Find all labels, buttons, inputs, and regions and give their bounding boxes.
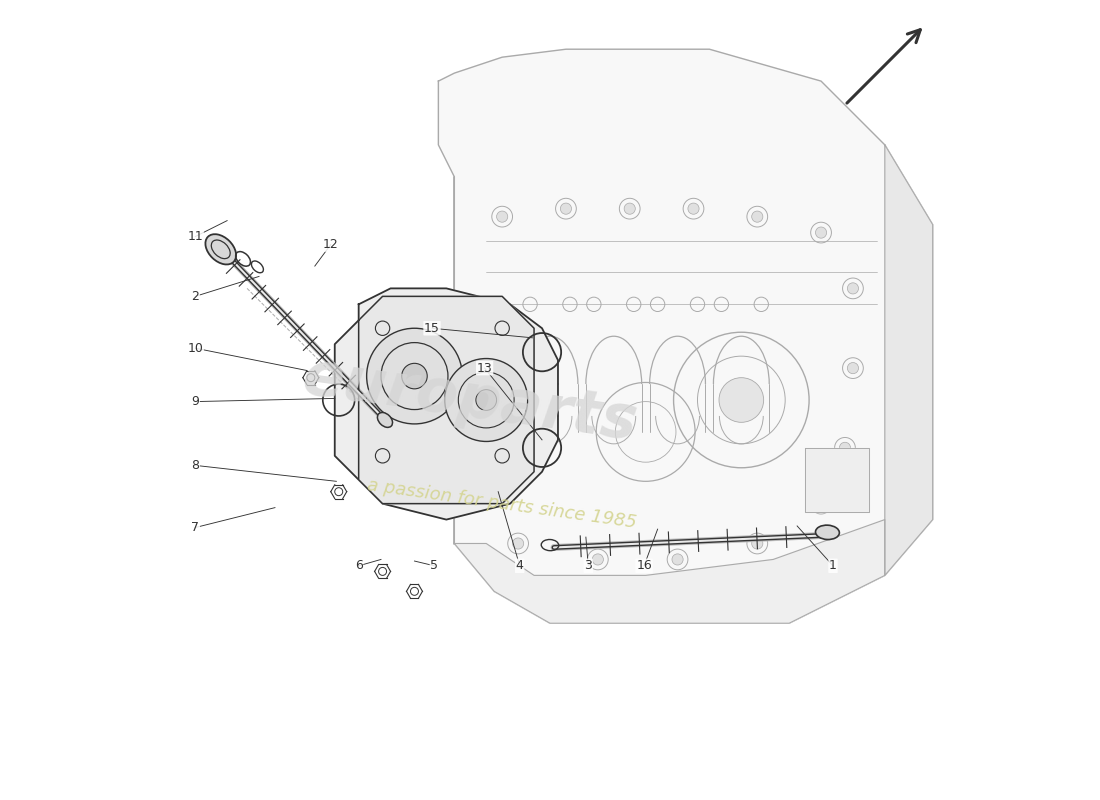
Text: 13: 13 [476, 362, 493, 374]
Text: 4: 4 [516, 559, 524, 572]
Circle shape [366, 328, 462, 424]
Text: 16: 16 [636, 559, 652, 572]
Polygon shape [334, 288, 558, 519]
Circle shape [513, 538, 524, 549]
Circle shape [402, 363, 427, 389]
Text: europarts: europarts [299, 347, 641, 453]
Circle shape [496, 211, 508, 222]
Circle shape [672, 554, 683, 565]
Circle shape [560, 203, 572, 214]
Text: 3: 3 [584, 559, 592, 572]
Text: 15: 15 [425, 322, 440, 334]
Circle shape [847, 362, 858, 374]
Text: 2: 2 [191, 290, 199, 303]
Text: 5: 5 [430, 559, 439, 572]
Circle shape [847, 283, 858, 294]
Polygon shape [454, 519, 884, 623]
Polygon shape [884, 145, 933, 575]
Circle shape [815, 498, 826, 510]
Polygon shape [359, 296, 535, 504]
Text: 7: 7 [191, 521, 199, 534]
Text: 9: 9 [191, 395, 199, 408]
Circle shape [624, 203, 636, 214]
Circle shape [688, 203, 700, 214]
Text: 12: 12 [323, 238, 339, 251]
Ellipse shape [206, 234, 236, 265]
Text: a passion for parts since 1985: a passion for parts since 1985 [366, 476, 638, 531]
Circle shape [444, 358, 528, 442]
Circle shape [592, 554, 604, 565]
Circle shape [839, 442, 850, 454]
Circle shape [476, 390, 496, 410]
Circle shape [815, 227, 826, 238]
Text: 8: 8 [191, 459, 199, 472]
Ellipse shape [815, 525, 839, 539]
Text: 6: 6 [354, 559, 363, 572]
Ellipse shape [377, 413, 393, 427]
Circle shape [751, 538, 763, 549]
Text: 1: 1 [829, 559, 837, 572]
Polygon shape [439, 50, 933, 623]
Polygon shape [805, 448, 869, 512]
Circle shape [719, 378, 763, 422]
Text: 10: 10 [187, 342, 204, 354]
Text: 11: 11 [187, 230, 204, 243]
Circle shape [751, 211, 763, 222]
